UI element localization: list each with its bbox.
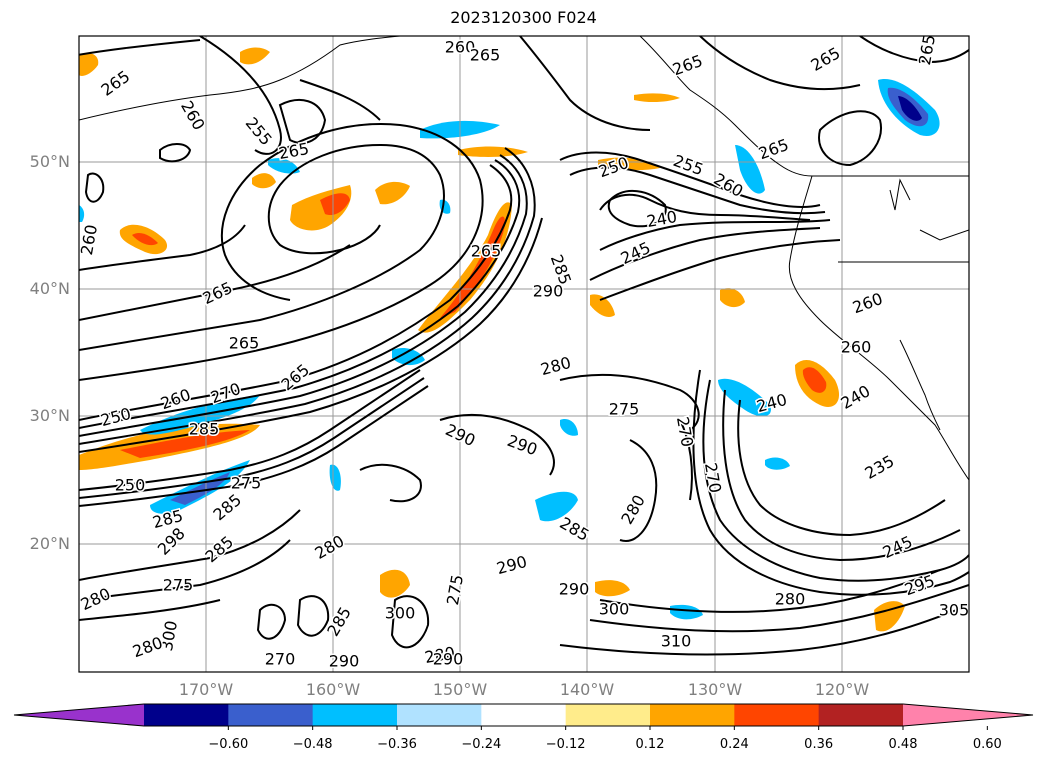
shade-negative bbox=[392, 348, 425, 366]
shade-positive bbox=[590, 294, 615, 317]
colorbar-tick-label: −0.48 bbox=[292, 737, 333, 752]
colorbar-outline bbox=[13, 703, 1034, 727]
longitude-label: 130°W bbox=[687, 680, 743, 699]
longitude-label: 170°W bbox=[178, 680, 234, 699]
shade-negative bbox=[560, 419, 578, 436]
shade-positive bbox=[418, 202, 512, 333]
contour-label: 290 bbox=[433, 650, 464, 669]
colorbar-segment bbox=[650, 704, 735, 726]
longitude-label: 160°W bbox=[305, 680, 361, 699]
colorbar-tick-label: 0.60 bbox=[972, 737, 1002, 752]
contour-label: 275 bbox=[609, 400, 640, 419]
shade-positive bbox=[802, 367, 827, 393]
longitude-label: 140°W bbox=[559, 680, 615, 699]
latitude-label: 30°N bbox=[29, 406, 70, 425]
map-title: 2023120300 F024 bbox=[450, 8, 597, 27]
shade-positive bbox=[375, 181, 410, 205]
colorbar-segment bbox=[565, 704, 651, 726]
latitude-label: 40°N bbox=[29, 279, 70, 298]
shade-positive bbox=[440, 216, 506, 318]
longitude-label: 150°W bbox=[432, 680, 488, 699]
shade-negative bbox=[718, 378, 771, 417]
contour-label: 275 bbox=[231, 474, 262, 493]
colorbar-tick-label: 0.48 bbox=[888, 737, 918, 752]
shade-negative bbox=[329, 464, 341, 491]
contour-label: 285 bbox=[189, 420, 220, 439]
contour-label: 300 bbox=[599, 600, 630, 619]
contour-label: 265 bbox=[229, 334, 260, 353]
latitude-label: 50°N bbox=[29, 152, 70, 171]
colorbar-segment bbox=[397, 704, 482, 726]
colorbar-segment bbox=[312, 704, 398, 726]
shade-positive bbox=[240, 47, 270, 65]
contour-label: 270 bbox=[265, 650, 296, 669]
shade-negative bbox=[765, 457, 790, 470]
shade-negative bbox=[535, 491, 578, 522]
colorbar-tick-label: 0.24 bbox=[719, 737, 749, 752]
colorbar-segment bbox=[734, 704, 820, 726]
colorbar-tick-label: 0.12 bbox=[635, 737, 665, 752]
shade-positive bbox=[320, 193, 350, 216]
contour-label: 260 bbox=[841, 338, 872, 357]
shade-negative bbox=[898, 96, 922, 121]
colorbar-segment bbox=[228, 704, 314, 726]
colorbar-tick-label: 0.36 bbox=[804, 737, 834, 752]
colorbar-extend-low bbox=[14, 704, 144, 726]
contour-label: 290 bbox=[329, 652, 360, 671]
contour-label: 260 bbox=[445, 38, 476, 57]
contour-label: 275 bbox=[163, 576, 194, 595]
colorbar-tick-label: −0.60 bbox=[208, 737, 249, 752]
shade-positive bbox=[380, 569, 410, 598]
colorbar-segment bbox=[818, 704, 904, 726]
colorbar-segment bbox=[481, 704, 567, 726]
contour-label: 300 bbox=[385, 604, 416, 623]
contour-label: 290 bbox=[559, 580, 590, 599]
shade-positive bbox=[634, 93, 680, 103]
shaded-field bbox=[79, 47, 940, 632]
shade-positive bbox=[874, 601, 905, 632]
map-frame bbox=[78, 35, 970, 673]
shade-positive bbox=[252, 173, 276, 189]
colorbar-tick-label: −0.12 bbox=[545, 737, 586, 752]
contour-label: 290 bbox=[533, 282, 564, 301]
shade-positive bbox=[720, 288, 745, 308]
contour-label: 265 bbox=[471, 242, 502, 261]
contours bbox=[79, 36, 969, 656]
contour-label: 250 bbox=[115, 476, 146, 495]
latitude-label: 20°N bbox=[29, 534, 70, 553]
contour-label: 280 bbox=[775, 590, 806, 609]
colorbar bbox=[13, 703, 1034, 730]
shade-negative bbox=[670, 604, 703, 620]
contour-label: 305 bbox=[939, 601, 970, 620]
shade-positive bbox=[595, 580, 630, 597]
colorbar-tick-label: −0.24 bbox=[461, 737, 502, 752]
colorbar-extend-high bbox=[903, 704, 1033, 726]
colorbar-tick-label: −0.36 bbox=[377, 737, 417, 752]
shade-negative bbox=[735, 145, 765, 194]
contour-label: 310 bbox=[661, 632, 692, 651]
shade-positive bbox=[120, 430, 250, 458]
shade-positive bbox=[132, 232, 158, 246]
longitude-label: 120°W bbox=[814, 680, 870, 699]
colorbar-segment bbox=[144, 704, 229, 726]
graticule bbox=[79, 36, 969, 672]
shade-negative bbox=[79, 205, 85, 222]
contour-label: 265 bbox=[915, 33, 939, 66]
contour-label: 265 bbox=[470, 46, 501, 65]
shade-positive bbox=[458, 146, 528, 157]
shade-positive bbox=[79, 53, 99, 76]
contour-label: 260 bbox=[77, 223, 101, 256]
